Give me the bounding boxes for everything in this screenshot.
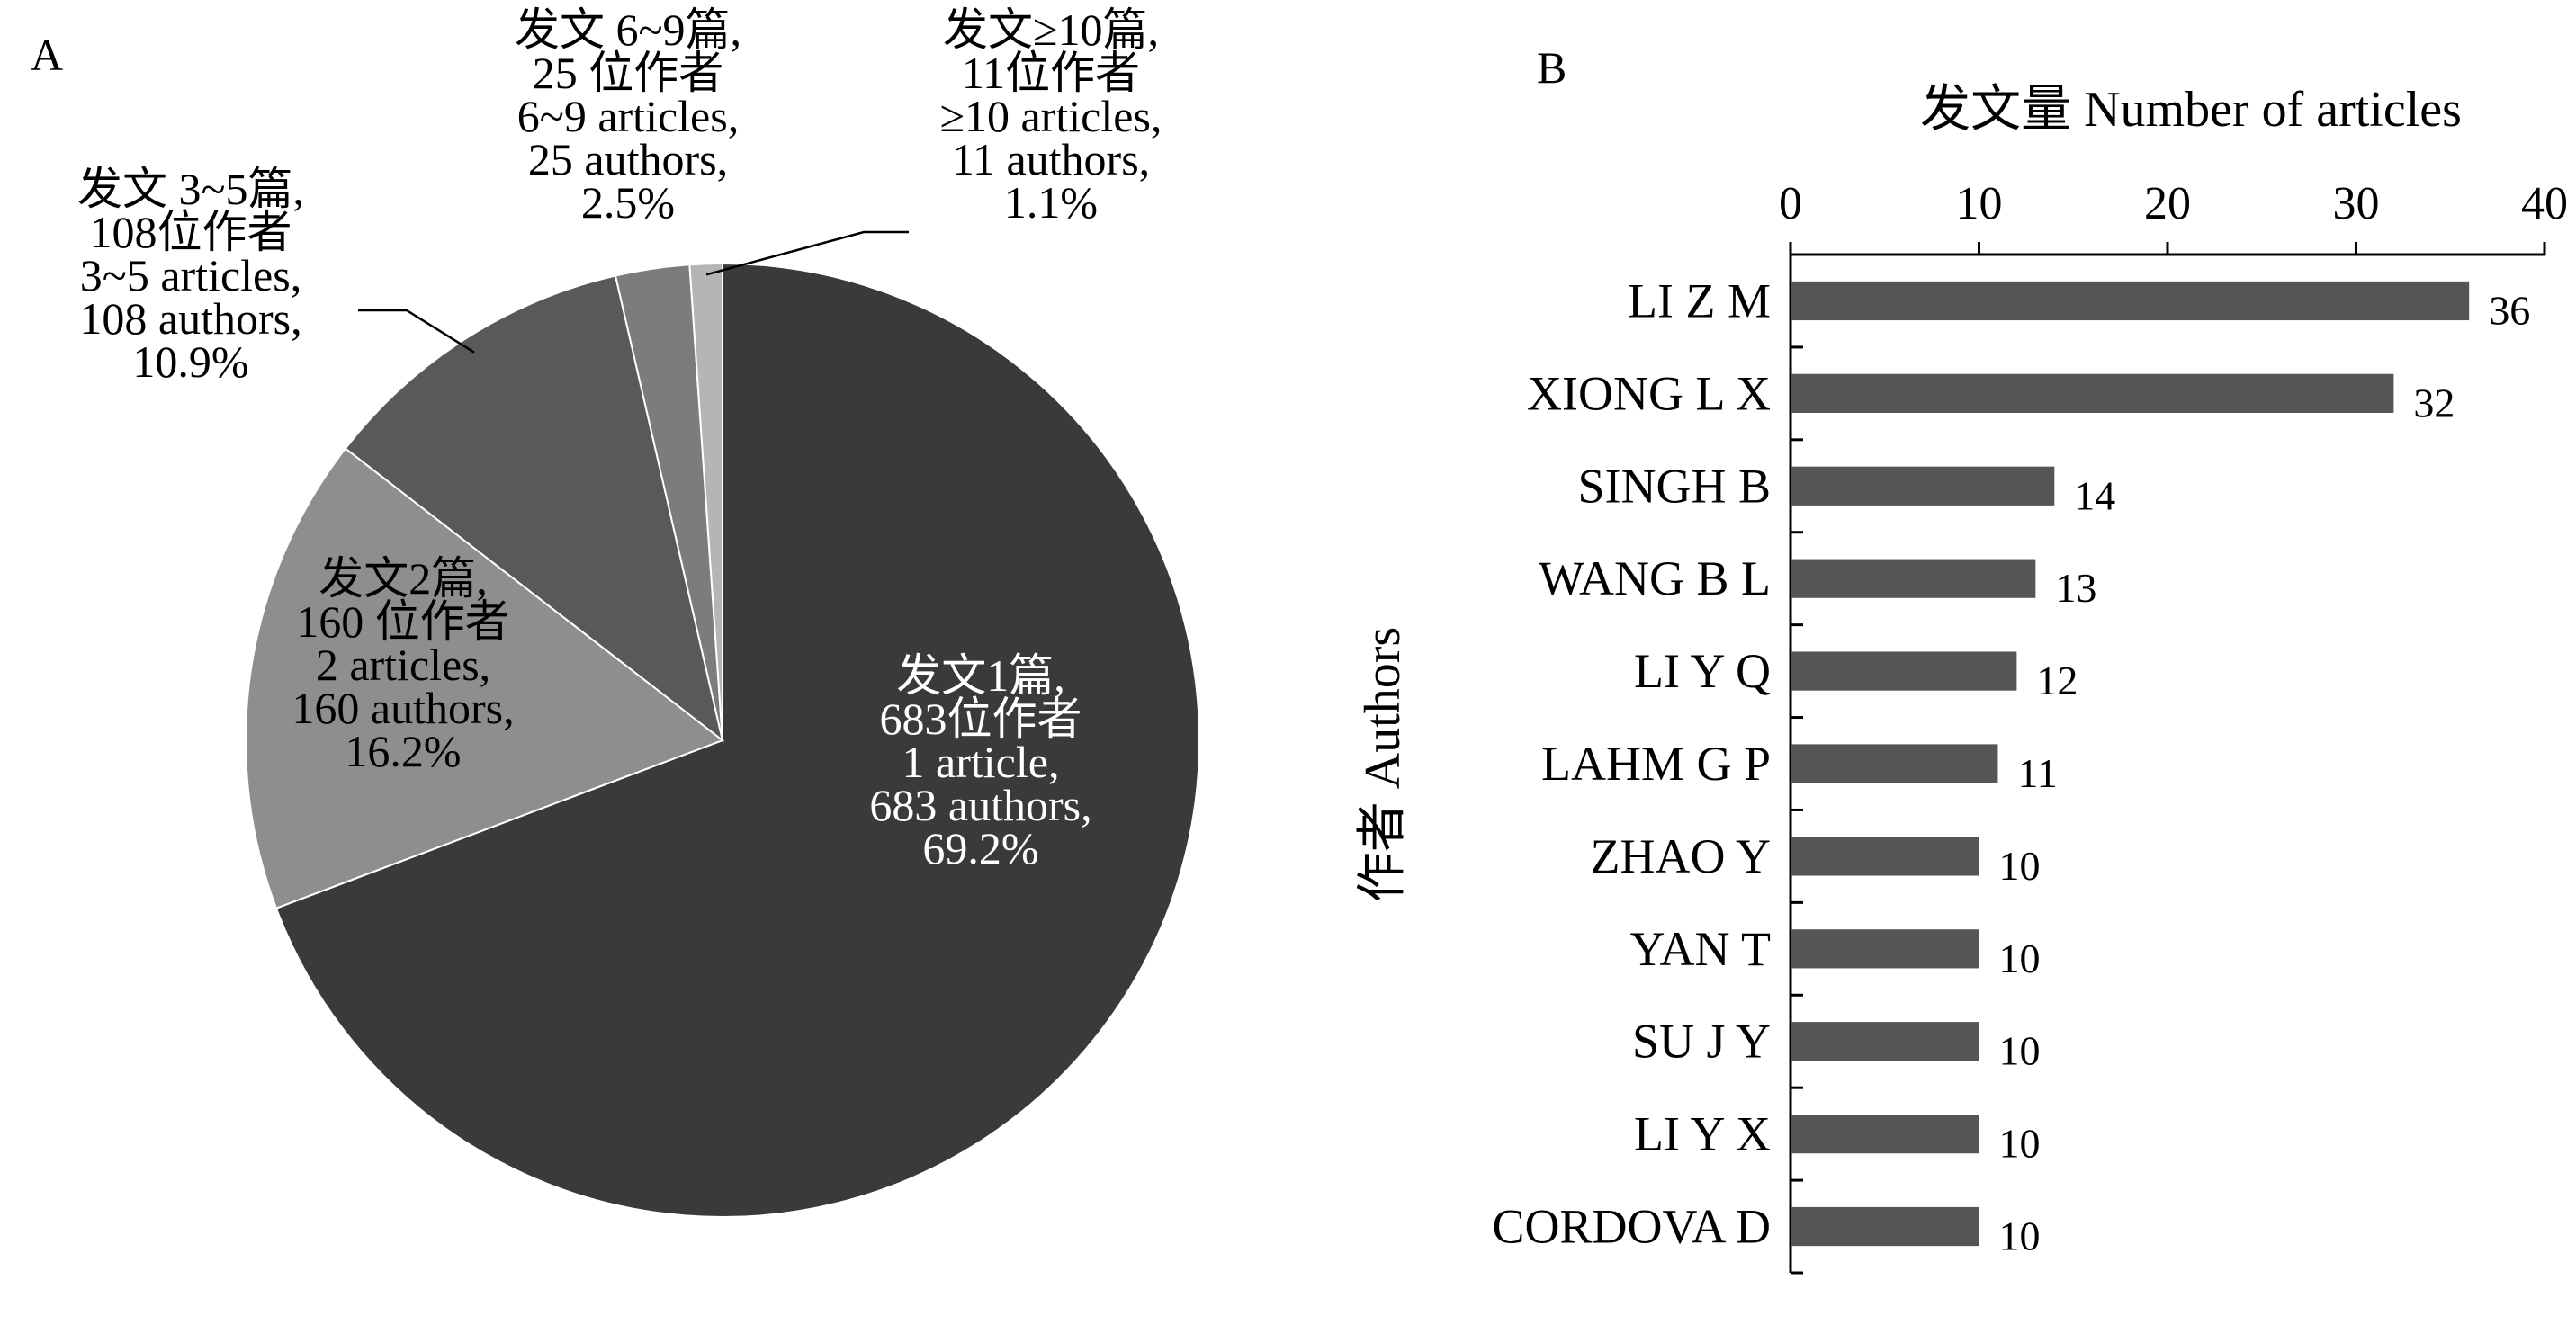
category-label: YAN T (1629, 922, 1771, 976)
category-label: LI Z M (1628, 273, 1771, 327)
pie-label-line: 11 authors, (952, 134, 1150, 184)
pie-slice-2 (344, 274, 724, 743)
pie-label-1: 发文2篇, 160 位作者 2 articles, 160 authors, 16.2% (292, 553, 514, 776)
pie-label-line: 108位作者 (90, 207, 292, 257)
pie-label-line: 10.9% (132, 336, 248, 387)
pie-label-line: 发文 3~5篇, (77, 164, 304, 214)
category-label: SINGH B (1577, 459, 1771, 513)
bar-9 (1791, 1115, 1979, 1154)
pie-label-line: 1.1% (1004, 177, 1098, 228)
pie-label-4: 发文≥10篇, 11位作者≥10 articles, 11 authors, 1.1% (940, 4, 1162, 228)
category-label: LAHM G P (1541, 737, 1771, 791)
bar-6 (1791, 837, 1979, 876)
panel-label-a: A (31, 30, 63, 80)
x-tick-label: 10 (1956, 178, 2003, 229)
category-label: SU J Y (1632, 1015, 1771, 1069)
bar-7 (1791, 929, 1979, 969)
bar-5 (1791, 744, 1998, 783)
value-label: 36 (2489, 287, 2530, 333)
pie-label-line: 11位作者 (962, 48, 1140, 98)
value-label: 11 (2017, 750, 2057, 796)
value-label: 10 (1999, 936, 2041, 981)
pie-label-line: 108 authors, (79, 293, 301, 344)
pie-label-line: 3~5 articles, (80, 250, 301, 300)
pie-label-2: 发文 3~5篇, 108位作者 3~5 articles, 108 authors, 1… (77, 164, 304, 387)
pie-slice-0 (274, 262, 1200, 1218)
pie-label-line: ≥10 articles, (940, 91, 1162, 141)
leader-line-10-plus (705, 230, 909, 276)
bar-4 (1791, 651, 2017, 691)
bar-1 (1791, 373, 2394, 413)
pie-slice-4 (688, 262, 723, 741)
pie-label-line: 发文 6~9篇, (515, 4, 741, 55)
x-tick-label: 0 (1779, 178, 1802, 229)
pie-label-line: 16.2% (345, 726, 461, 776)
pie-label-line: 25 authors, (528, 134, 728, 184)
pie-chart-panel: A 发文1篇, 683位作者 1 article, 683 authors, 69.2%… (31, 4, 1200, 1218)
pie-slice-1 (245, 447, 725, 910)
value-label: 10 (1999, 1028, 2041, 1074)
value-label: 32 (2413, 380, 2455, 425)
pie-label-line: 683位作者 (880, 694, 1082, 744)
pie-labels: 发文1篇, 683位作者 1 article, 683 authors, 69.2%发文… (77, 4, 1162, 873)
pie-label-line: 发文≥10篇, (943, 4, 1159, 55)
pie-label-line: 25 位作者 (533, 48, 724, 98)
x-tick-label: 30 (2333, 178, 2380, 229)
x-tick-label: 40 (2521, 178, 2568, 229)
pie-label-line: 160 位作者 (296, 596, 510, 647)
bar-axes: 0 10 20 30 40 (1779, 178, 2568, 1275)
bar-8 (1791, 1022, 1979, 1061)
bar-3 (1791, 559, 2036, 598)
pie-label-line: 683 authors, (869, 780, 1091, 830)
pie-label-0: 发文1篇, 683位作者 1 article, 683 authors, 69.2% (869, 650, 1091, 873)
category-label: CORDOVA D (1492, 1200, 1771, 1254)
value-label: 10 (1999, 843, 2041, 889)
bar-2 (1791, 466, 2055, 506)
value-label: 10 (1999, 1121, 2041, 1167)
panel-label-b: B (1537, 42, 1566, 93)
value-label: 14 (2074, 472, 2115, 518)
bar-0 (1791, 281, 2470, 321)
pie-slices (245, 262, 1200, 1218)
pie-label-line: 发文1篇, (896, 650, 1065, 701)
value-label: 10 (1999, 1213, 2041, 1259)
leader-line-3-5 (358, 309, 475, 354)
category-label: WANG B L (1539, 551, 1771, 605)
bars: LI Z M 36 XIONG L X 32 SINGH B 14 WANG B L 13 LI… (1492, 273, 2530, 1258)
pie-label-line: 69.2% (922, 823, 1038, 873)
category-label: LI Y X (1634, 1107, 1771, 1161)
value-label: 12 (2036, 658, 2078, 703)
pie-leader-lines (358, 230, 909, 354)
y-axis-label: 作者 Authors (1355, 627, 1411, 902)
pie-label-line: 2.5% (581, 177, 675, 228)
pie-label-line: 2 articles, (316, 640, 490, 690)
category-label: XIONG L X (1527, 366, 1771, 420)
pie-label-line: 发文2篇, (319, 553, 488, 604)
pie-label-line: 160 authors, (292, 683, 514, 733)
category-label: ZHAO Y (1591, 829, 1771, 883)
x-tick-label: 20 (2144, 178, 2191, 229)
pie-label-3: 发文 6~9篇, 25 位作者 6~9 articles, 25 authors, 2.… (515, 4, 741, 228)
category-label: LI Y Q (1634, 644, 1771, 698)
bar-chart-panel: B 发文量 Number of articles 作者 Authors 0 10 2… (1355, 42, 2568, 1275)
value-label: 13 (2055, 565, 2096, 611)
chart-title: 发文量 Number of articles (1920, 82, 2462, 138)
pie-label-line: 1 article, (902, 737, 1060, 787)
pie-label-line: 6~9 articles, (517, 91, 739, 141)
bar-10 (1791, 1206, 1979, 1247)
